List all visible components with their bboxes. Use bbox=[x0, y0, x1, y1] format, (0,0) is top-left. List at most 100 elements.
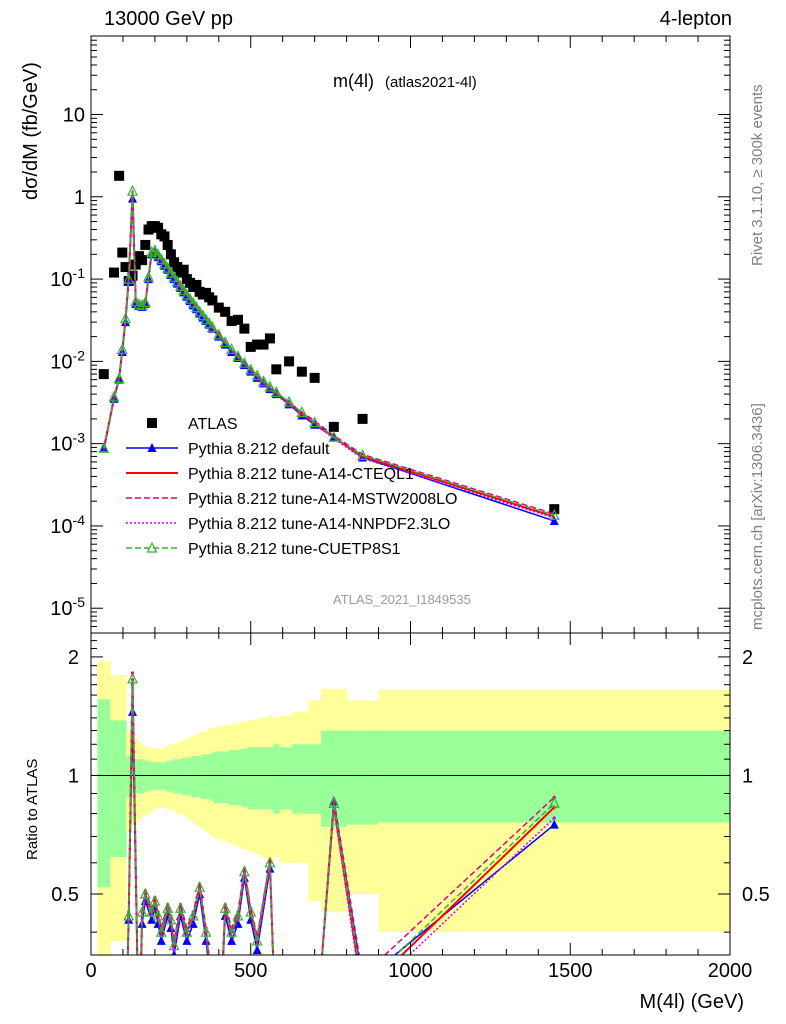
stat-uncertainty-band bbox=[198, 756, 202, 798]
data-point-atlas bbox=[271, 364, 282, 375]
stat-uncertainty-band bbox=[308, 744, 322, 814]
legend-label-pythia-8-212-tune-a14-mstw2008lo: Pythia 8.212 tune-A14-MSTW2008LO bbox=[188, 491, 457, 508]
data-point-pythia-8-212-tune-cuetp8s1 bbox=[213, 328, 225, 340]
main-y-tick-label: 10-2 bbox=[50, 347, 85, 373]
channel-label: 4-lepton bbox=[659, 8, 732, 30]
data-point-pythia-8-212-tune-cuetp8s1 bbox=[258, 375, 270, 387]
data-point-pythia-8-212-tune-cuetp8s1 bbox=[127, 184, 139, 196]
series-line-pythia-8-212-tune-cuetp8s1 bbox=[103, 191, 555, 516]
ratio-point-pythia-8-212-default bbox=[147, 914, 157, 924]
legend-marker-atlas bbox=[147, 418, 157, 428]
stat-uncertainty-band bbox=[194, 756, 199, 798]
legend-label-pythia-8-212-default: Pythia 8.212 default bbox=[188, 441, 330, 458]
data-point-pythia-8-212-tune-cuetp8s1 bbox=[108, 390, 120, 402]
legend-marker-pythia-8-212-tune-cuetp8s1 bbox=[146, 541, 158, 553]
data-point-atlas bbox=[109, 267, 120, 278]
stat-uncertainty-band bbox=[159, 762, 164, 790]
ratio-point-pythia-8-212-tune-cuetp8s1 bbox=[194, 880, 206, 892]
data-point-pythia-8-212-tune-cuetp8s1 bbox=[238, 356, 250, 368]
stat-uncertainty-band bbox=[110, 720, 127, 858]
stat-uncertainty-band bbox=[260, 747, 268, 810]
stat-uncertainty-band bbox=[346, 730, 380, 825]
x-tick-label: 0 bbox=[85, 960, 96, 982]
data-point-pythia-8-212-tune-cuetp8s1 bbox=[232, 350, 244, 361]
ratio-point-pythia-8-212-tune-cuetp8s1 bbox=[139, 887, 151, 899]
data-point-atlas bbox=[296, 366, 307, 377]
stat-uncertainty-band bbox=[253, 747, 261, 810]
ratio-point-pythia-8-212-tune-cuetp8s1 bbox=[251, 934, 263, 946]
data-point-pythia-8-212-default bbox=[549, 515, 559, 525]
data-point-atlas bbox=[239, 323, 250, 334]
ratio-point-pythia-8-212-tune-cuetp8s1 bbox=[548, 796, 560, 808]
main-y-tick-label: 10-1 bbox=[50, 265, 85, 291]
data-point-pythia-8-212-tune-cuetp8s1 bbox=[296, 406, 308, 417]
main-y-tick-label: 10-3 bbox=[50, 430, 85, 456]
legend: ATLAS Pythia 8.212 default Pythia 8.212 tu… bbox=[126, 416, 457, 558]
ratio-y-tick-label-right: 0.5 bbox=[742, 884, 770, 906]
stat-uncertainty-band bbox=[156, 762, 161, 790]
stat-uncertainty-band bbox=[273, 744, 281, 814]
data-point-pythia-8-212-tune-cuetp8s1 bbox=[159, 257, 170, 269]
stat-uncertainty-band bbox=[162, 762, 167, 790]
ratio-point-pythia-8-212-tune-a14-mstw2008lo bbox=[361, 974, 364, 977]
stat-uncertainty-band bbox=[188, 757, 193, 796]
data-point-pythia-8-212-tune-cuetp8s1 bbox=[219, 336, 231, 348]
stat-uncertainty-band bbox=[204, 754, 209, 800]
data-point-pythia-8-212-tune-cuetp8s1 bbox=[328, 430, 340, 442]
legend-marker-pythia-8-212-default bbox=[147, 443, 157, 452]
ratio-point-pythia-8-212-default bbox=[156, 935, 166, 945]
data-point-pythia-8-212-tune-cuetp8s1 bbox=[264, 380, 276, 392]
data-point-atlas bbox=[220, 306, 231, 317]
main-title-sub: (atlas2021-4l) bbox=[385, 74, 477, 91]
ratio-y-tick-label-left: 2 bbox=[68, 647, 79, 669]
ratio-point-pythia-8-212-tune-cuetp8s1 bbox=[226, 925, 238, 937]
main-plot-frame bbox=[90, 35, 731, 634]
data-point-pythia-8-212-tune-cuetp8s1 bbox=[171, 275, 183, 287]
data-point-pythia-8-212-tune-cuetp8s1 bbox=[206, 320, 218, 332]
ratio-point-pythia-8-212-tune-cuetp8s1 bbox=[181, 925, 193, 937]
ratio-point-pythia-8-212-default bbox=[358, 976, 367, 985]
data-point-pythia-8-212-tune-cuetp8s1 bbox=[187, 296, 199, 308]
stat-uncertainty-band bbox=[126, 756, 132, 798]
data-point-atlas bbox=[245, 341, 256, 352]
main-panel-marks bbox=[98, 170, 560, 525]
data-point-atlas bbox=[309, 372, 320, 383]
x-axis-label: M(4l) (GeV) bbox=[640, 991, 744, 1013]
ratio-point-pythia-8-212-tune-cuetp8s1 bbox=[127, 672, 139, 684]
ratio-point-pythia-8-212-tune-cuetp8s1 bbox=[219, 901, 231, 913]
ratio-point-pythia-8-212-tune-cuetp8s1 bbox=[123, 909, 135, 921]
stat-uncertainty-band bbox=[279, 747, 293, 810]
data-point-atlas bbox=[127, 270, 138, 281]
x-tick-label: 1500 bbox=[548, 960, 593, 982]
stat-uncertainty-band bbox=[241, 748, 249, 808]
ratio-point-pythia-8-212-tune-a14-nnpdf2-3lo bbox=[552, 816, 556, 820]
ratio-point-pythia-8-212-default bbox=[188, 918, 198, 928]
data-point-pythia-8-212-tune-cuetp8s1 bbox=[174, 279, 186, 291]
data-point-atlas bbox=[213, 302, 224, 313]
ratio-point-pythia-8-212-tune-cuetp8s1 bbox=[165, 913, 177, 925]
ratio-point-pythia-8-212-tune-cuetp8s1 bbox=[155, 925, 167, 937]
ratio-panel-marks bbox=[123, 671, 560, 985]
stat-uncertainty-band bbox=[201, 754, 205, 800]
stat-uncertainty-band bbox=[214, 751, 223, 804]
data-point-atlas bbox=[357, 413, 368, 424]
stat-uncertainty-band bbox=[130, 759, 135, 794]
data-point-pythia-8-212-tune-cuetp8s1 bbox=[197, 309, 209, 321]
stat-uncertainty-band bbox=[143, 760, 148, 792]
stat-uncertainty-band bbox=[178, 759, 183, 794]
data-point-atlas bbox=[114, 170, 125, 181]
stat-uncertainty-band bbox=[146, 760, 151, 792]
stat-uncertainty-band bbox=[134, 759, 138, 794]
data-point-pythia-8-212-tune-cuetp8s1 bbox=[309, 416, 321, 428]
ratio-point-pythia-8-212-tune-cuetp8s1 bbox=[152, 909, 164, 921]
ratio-point-pythia-8-212-tune-cuetp8s1 bbox=[146, 905, 158, 917]
data-point-atlas bbox=[328, 421, 339, 432]
stat-uncertainty-band bbox=[247, 747, 255, 810]
stat-uncertainty-band bbox=[182, 757, 186, 796]
data-point-pythia-8-212-tune-cuetp8s1 bbox=[283, 395, 295, 407]
ratio-y-tick-label-right: 1 bbox=[742, 765, 753, 787]
data-point-pythia-8-212-tune-cuetp8s1 bbox=[123, 272, 135, 284]
data-point-pythia-8-212-tune-cuetp8s1 bbox=[168, 271, 180, 282]
data-point-pythia-8-212-tune-cuetp8s1 bbox=[120, 312, 131, 324]
